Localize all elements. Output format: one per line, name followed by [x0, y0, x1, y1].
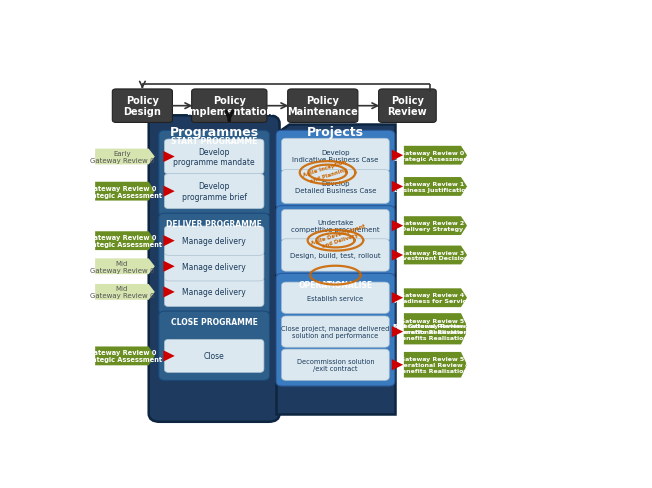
- FancyBboxPatch shape: [276, 131, 395, 210]
- Polygon shape: [392, 359, 403, 370]
- Polygon shape: [95, 285, 155, 300]
- FancyBboxPatch shape: [164, 340, 264, 373]
- Text: DELIVER PROGRAMME: DELIVER PROGRAMME: [166, 220, 262, 229]
- Polygon shape: [404, 289, 467, 307]
- Polygon shape: [164, 236, 175, 247]
- FancyBboxPatch shape: [282, 139, 389, 173]
- Polygon shape: [164, 286, 175, 298]
- FancyBboxPatch shape: [288, 90, 358, 123]
- Text: Develop
Indicative Business Case: Develop Indicative Business Case: [292, 149, 379, 163]
- Polygon shape: [392, 292, 403, 304]
- Polygon shape: [404, 146, 467, 165]
- Text: Close: Close: [204, 352, 224, 361]
- Text: and Planning: and Planning: [309, 167, 348, 183]
- Polygon shape: [164, 152, 175, 163]
- Polygon shape: [164, 186, 175, 198]
- Polygon shape: [95, 149, 155, 165]
- Polygon shape: [95, 347, 155, 366]
- FancyBboxPatch shape: [282, 170, 389, 204]
- Polygon shape: [276, 124, 395, 414]
- Text: Projects: Projects: [307, 126, 364, 139]
- Polygon shape: [404, 313, 467, 339]
- Text: Policy
Maintenance: Policy Maintenance: [288, 96, 358, 117]
- FancyBboxPatch shape: [112, 90, 172, 123]
- Text: Policy
Design: Policy Design: [123, 96, 161, 117]
- FancyBboxPatch shape: [282, 239, 389, 272]
- Text: Gateway Review 5
Operational Review &
Benefits Realisation: Gateway Review 5 Operational Review & Be…: [394, 318, 471, 335]
- Text: Establish service: Establish service: [307, 295, 363, 301]
- Text: Gateway Review 4
Readiness for Service: Gateway Review 4 Readiness for Service: [394, 293, 471, 304]
- Polygon shape: [392, 221, 403, 232]
- FancyBboxPatch shape: [149, 116, 280, 422]
- Polygon shape: [404, 319, 467, 345]
- FancyBboxPatch shape: [164, 174, 264, 209]
- Text: START PROGRAMME: START PROGRAMME: [171, 137, 258, 146]
- Polygon shape: [404, 178, 467, 197]
- Polygon shape: [392, 326, 403, 338]
- Text: Gateway Review 5
Operational Review &
Benefits Realisation: Gateway Review 5 Operational Review & Be…: [394, 357, 471, 373]
- Text: Agile Development: Agile Development: [310, 223, 366, 245]
- FancyBboxPatch shape: [282, 283, 389, 314]
- Polygon shape: [392, 182, 403, 193]
- Text: Mid Gateway Review 5
Operational Review &
Benefits Realisation: Mid Gateway Review 5 Operational Review …: [393, 324, 472, 340]
- Text: Mid
Gateway Review 0: Mid Gateway Review 0: [90, 286, 155, 299]
- FancyBboxPatch shape: [164, 140, 264, 175]
- Text: Programmes: Programmes: [170, 126, 259, 139]
- FancyBboxPatch shape: [159, 214, 269, 315]
- Text: Early
Gateway Review 0: Early Gateway Review 0: [90, 151, 155, 163]
- Text: Gateway Review 0
Strategic Assessment: Gateway Review 0 Strategic Assessment: [82, 185, 162, 198]
- FancyBboxPatch shape: [192, 90, 267, 123]
- Polygon shape: [404, 217, 467, 236]
- Text: Mid
Gateway Review 0: Mid Gateway Review 0: [90, 260, 155, 273]
- Text: Close project, manage delivered
solution and performance: Close project, manage delivered solution…: [281, 325, 390, 338]
- Text: Policy
Review: Policy Review: [387, 96, 427, 117]
- Text: Develop
programme mandate: Develop programme mandate: [173, 147, 255, 167]
- Text: Manage delivery: Manage delivery: [183, 288, 246, 297]
- Polygon shape: [164, 350, 175, 362]
- Text: Agile Inception: Agile Inception: [303, 159, 348, 178]
- Polygon shape: [95, 259, 155, 275]
- Polygon shape: [404, 246, 467, 265]
- Text: Policy
Implementation: Policy Implementation: [186, 96, 273, 117]
- FancyBboxPatch shape: [282, 316, 389, 347]
- FancyBboxPatch shape: [379, 90, 436, 123]
- FancyBboxPatch shape: [164, 226, 264, 256]
- Polygon shape: [392, 150, 403, 162]
- Polygon shape: [164, 261, 175, 272]
- FancyBboxPatch shape: [164, 278, 264, 307]
- Text: Gateway Review 0
Strategic Assessment: Gateway Review 0 Strategic Assessment: [82, 350, 162, 363]
- FancyBboxPatch shape: [159, 131, 269, 217]
- Text: Gateway Review 0
Strategic Assessment: Gateway Review 0 Strategic Assessment: [82, 235, 162, 248]
- Text: Undertake
competitive procurement: Undertake competitive procurement: [291, 220, 379, 233]
- Text: Manage delivery: Manage delivery: [183, 237, 246, 245]
- Polygon shape: [392, 250, 403, 261]
- FancyBboxPatch shape: [159, 311, 269, 381]
- Polygon shape: [95, 232, 155, 250]
- Text: Develop
Detailed Business Case: Develop Detailed Business Case: [295, 181, 376, 194]
- Text: Gateway Review 1
Business Justification: Gateway Review 1 Business Justification: [394, 182, 470, 192]
- Polygon shape: [404, 352, 467, 378]
- Text: Gateway Review 0
Strategic Assessment: Gateway Review 0 Strategic Assessment: [394, 150, 471, 161]
- FancyBboxPatch shape: [276, 274, 395, 386]
- Text: Design, build, test, rollout: Design, build, test, rollout: [290, 252, 381, 259]
- Text: and Delivery: and Delivery: [321, 232, 359, 248]
- Polygon shape: [95, 183, 155, 201]
- FancyBboxPatch shape: [282, 210, 389, 243]
- Text: OPERATIONALISE: OPERATIONALISE: [299, 281, 372, 290]
- FancyBboxPatch shape: [276, 206, 395, 277]
- Text: Develop
programme brief: Develop programme brief: [182, 182, 246, 202]
- Text: Manage delivery: Manage delivery: [183, 262, 246, 271]
- Text: CLOSE PROGRAMME: CLOSE PROGRAMME: [171, 318, 258, 326]
- FancyBboxPatch shape: [282, 349, 389, 381]
- Text: Gateway Review 3
Investment Decision: Gateway Review 3 Investment Decision: [396, 250, 469, 261]
- Text: Decommission solution
/exit contract: Decommission solution /exit contract: [297, 359, 374, 371]
- FancyBboxPatch shape: [164, 252, 264, 282]
- Text: Gateway Review 2
Delivery Strategy: Gateway Review 2 Delivery Strategy: [400, 221, 464, 231]
